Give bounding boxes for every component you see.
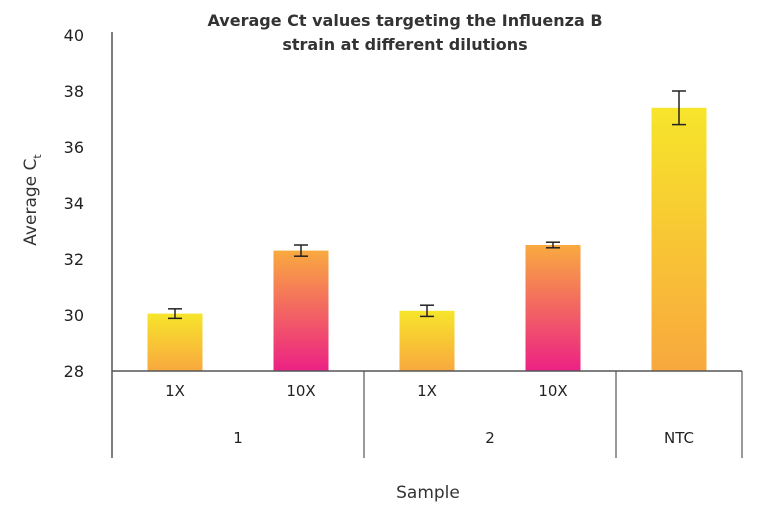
bar bbox=[399, 310, 455, 371]
group-label: 2 bbox=[485, 429, 495, 447]
bar bbox=[525, 245, 581, 371]
x-tick-label: 10X bbox=[538, 382, 567, 400]
x-tick-label: 10X bbox=[286, 382, 315, 400]
y-tick-label: 34 bbox=[64, 194, 84, 213]
chart-title-line1: Average Ct values targeting the Influenz… bbox=[207, 11, 602, 30]
y-tick-label: 36 bbox=[64, 138, 84, 157]
x-tick-label: 1X bbox=[165, 382, 185, 400]
group-label: NTC bbox=[664, 429, 694, 447]
x-tick-label: 1X bbox=[417, 382, 437, 400]
y-tick-label: 40 bbox=[64, 26, 84, 45]
bar bbox=[651, 107, 707, 372]
x-axis-label: Sample bbox=[396, 483, 460, 503]
y-tick-label: 32 bbox=[64, 250, 84, 269]
y-axis-label: Average Ct bbox=[21, 154, 44, 246]
y-tick-label: 28 bbox=[64, 362, 84, 381]
bar bbox=[147, 313, 203, 371]
bar bbox=[273, 250, 329, 371]
group-label: 1 bbox=[233, 429, 243, 447]
y-tick-label: 38 bbox=[64, 82, 84, 101]
chart-title-line2: strain at different dilutions bbox=[282, 35, 527, 54]
y-tick-label: 30 bbox=[64, 306, 84, 325]
